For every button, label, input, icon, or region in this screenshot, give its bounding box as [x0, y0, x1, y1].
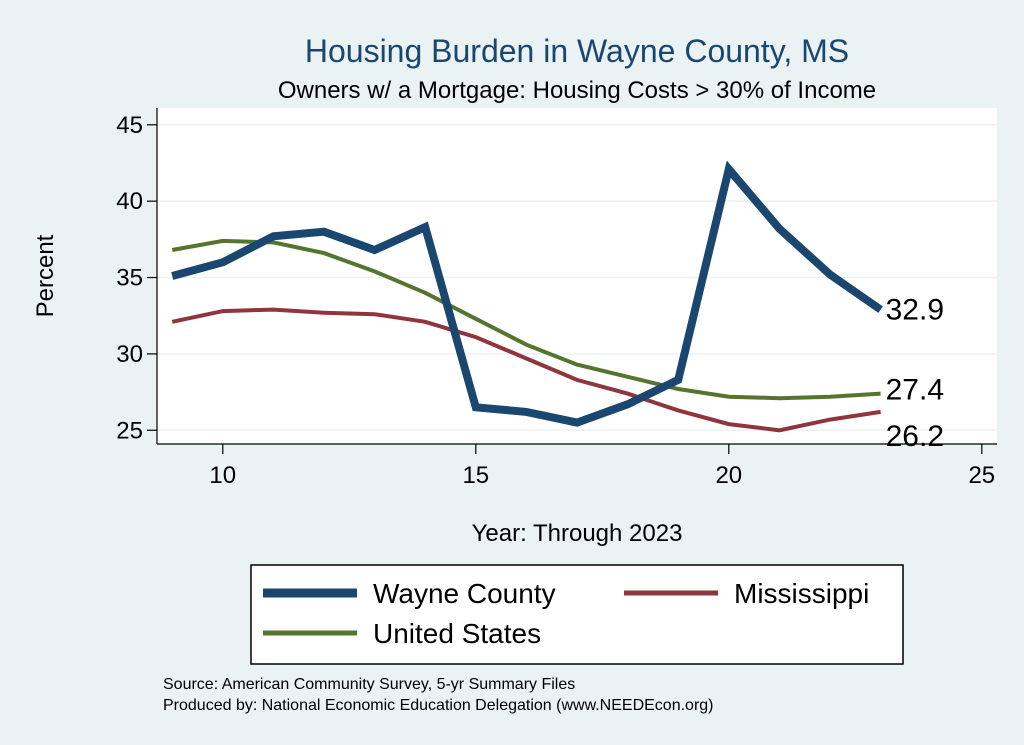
series-line-mississippi — [171, 307, 881, 433]
series-layer — [171, 160, 883, 433]
y-tick-label: 40 — [116, 188, 143, 215]
plot-area — [157, 108, 997, 444]
x-tick-label: 25 — [968, 462, 995, 489]
end-label-united-states: 27.4 — [886, 374, 944, 407]
y-tick-label: 30 — [116, 341, 143, 368]
legend-label-mississippi: Mississippi — [734, 578, 869, 609]
grid-lines — [157, 124, 997, 432]
axes: 25 30 35 40 45 10 15 20 25 — [116, 108, 997, 489]
x-tick-label: 20 — [715, 462, 742, 489]
legend-label-united-states: United States — [373, 618, 541, 649]
series-line-united-states — [171, 238, 881, 401]
y-tick-label: 45 — [116, 112, 143, 139]
chart-title: Housing Burden in Wayne County, MS — [305, 33, 849, 69]
legend: Wayne County Mississippi United States — [250, 564, 904, 665]
end-labels: 32.9 26.2 27.4 — [886, 294, 944, 453]
x-axis-title: Year: Through 2023 — [472, 520, 683, 547]
x-tick-label: 10 — [209, 462, 236, 489]
end-label-mississippi: 26.2 — [886, 420, 944, 453]
y-axis-title: Percent — [32, 234, 59, 317]
legend-label-wayne-county: Wayne County — [373, 578, 556, 609]
end-label-wayne-county: 32.9 — [886, 294, 944, 327]
source-line: Source: American Community Survey, 5-yr … — [163, 676, 575, 693]
chart-subtitle: Owners w/ a Mortgage: Housing Costs > 30… — [278, 77, 876, 104]
produced-by-line: Produced by: National Economic Education… — [163, 697, 714, 714]
legend-box — [250, 564, 904, 665]
y-tick-label: 25 — [116, 417, 143, 444]
x-tick-label: 15 — [462, 462, 489, 489]
series-line-wayne-county — [171, 160, 883, 427]
y-tick-label: 35 — [116, 265, 143, 292]
